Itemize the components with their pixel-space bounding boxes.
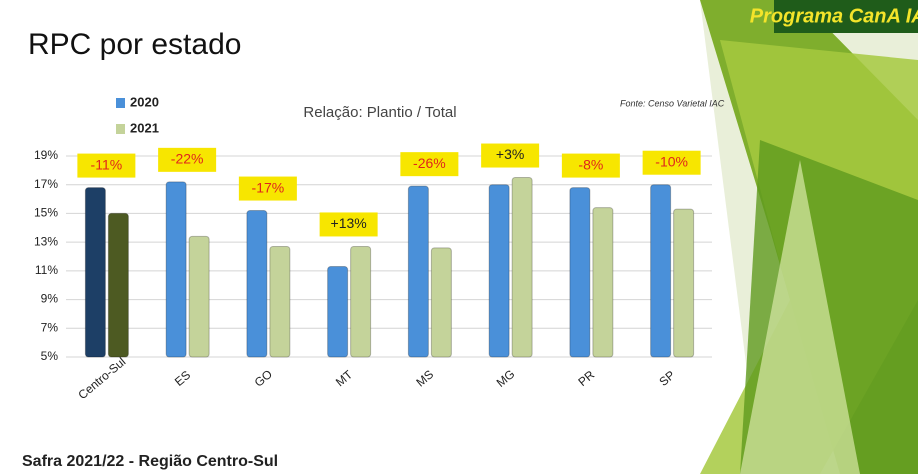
x-tick-label: MG bbox=[494, 367, 518, 390]
x-tick-label: PR bbox=[575, 367, 597, 389]
legend-swatch bbox=[116, 98, 125, 108]
decoration bbox=[700, 0, 918, 474]
y-tick-label: 7% bbox=[41, 320, 59, 334]
change-label: -11% bbox=[91, 156, 123, 172]
change-label: -10% bbox=[655, 153, 688, 169]
bar bbox=[165, 181, 187, 358]
legend-swatch bbox=[116, 124, 125, 134]
bar bbox=[511, 177, 533, 358]
bar bbox=[84, 187, 106, 358]
legend-label: 2020 bbox=[130, 94, 159, 109]
change-label: +3% bbox=[496, 146, 524, 162]
bar bbox=[246, 210, 268, 358]
y-tick-label: 5% bbox=[41, 349, 59, 363]
footer: Safra 2021/22 - Região Centro-Sul bbox=[22, 453, 278, 470]
bar bbox=[407, 185, 429, 358]
bar bbox=[327, 266, 349, 358]
x-tick-label: SP bbox=[656, 368, 677, 389]
change-label: +13% bbox=[331, 215, 367, 231]
change-label-box bbox=[238, 176, 297, 201]
change-label-box bbox=[481, 143, 540, 168]
change-label: -17% bbox=[252, 179, 285, 195]
bar bbox=[650, 184, 672, 358]
change-label-box bbox=[77, 153, 136, 178]
change-label-box bbox=[642, 150, 701, 175]
legend-label: 2021 bbox=[130, 120, 159, 135]
x-tick-label: MS bbox=[413, 367, 436, 389]
change-label-box bbox=[319, 212, 378, 237]
y-tick-label: 19% bbox=[34, 148, 58, 162]
y-tick-label: 17% bbox=[34, 177, 58, 191]
bar bbox=[350, 245, 372, 358]
change-label-box bbox=[400, 152, 459, 177]
y-tick-label: 15% bbox=[34, 206, 58, 220]
x-tick-label: GO bbox=[252, 367, 275, 390]
bar bbox=[188, 235, 210, 358]
x-tick-label: MT bbox=[333, 367, 356, 389]
bar bbox=[673, 208, 695, 358]
change-label-box bbox=[561, 153, 620, 178]
change-label-box bbox=[158, 147, 217, 172]
chart-subtitle: Relação: Plantio / Total bbox=[303, 104, 456, 121]
change-label: -8% bbox=[578, 156, 603, 172]
y-tick-label: 9% bbox=[41, 292, 59, 306]
change-label: -22% bbox=[171, 151, 204, 167]
change-label: -26% bbox=[413, 155, 446, 171]
bar bbox=[488, 184, 510, 358]
y-tick-label: 13% bbox=[34, 234, 58, 248]
bar bbox=[592, 207, 614, 358]
y-tick-label: 11% bbox=[35, 263, 58, 277]
source: Fonte: Censo Varietal IAC bbox=[620, 98, 725, 108]
bar bbox=[107, 212, 129, 358]
bar bbox=[569, 187, 591, 358]
chart-title: RPC por estado bbox=[28, 28, 241, 61]
bar bbox=[430, 247, 452, 358]
bar bbox=[269, 245, 291, 358]
x-tick-label: ES bbox=[172, 368, 193, 389]
x-tick-label: Centro-Sul bbox=[75, 355, 128, 403]
logo: Programa CanA IAC bbox=[750, 5, 918, 27]
